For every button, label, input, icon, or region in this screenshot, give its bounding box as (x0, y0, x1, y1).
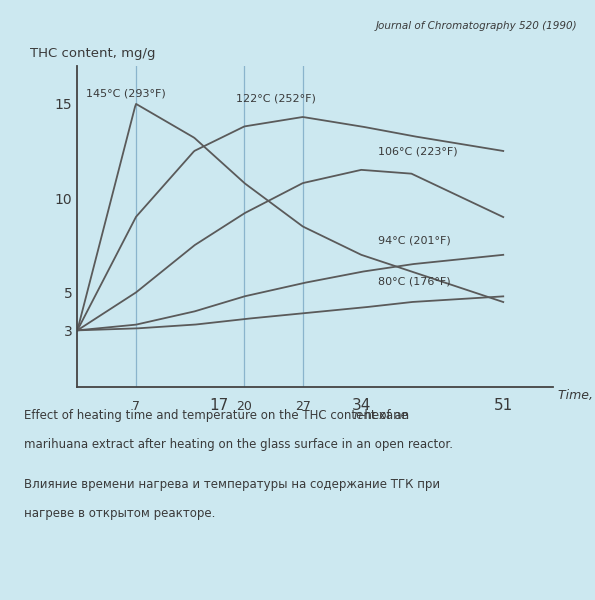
Text: THC content, mg/g: THC content, mg/g (30, 47, 155, 59)
Text: Time, min: Time, min (558, 389, 595, 401)
Text: 80°C (176°F): 80°C (176°F) (378, 277, 450, 287)
Text: 145°C (293°F): 145°C (293°F) (86, 88, 165, 98)
Text: 20: 20 (236, 400, 252, 413)
Text: marihuana extract after heating on the glass surface in an open reactor.: marihuana extract after heating on the g… (24, 438, 453, 451)
Text: 27: 27 (295, 400, 311, 413)
Text: 106°C (223°F): 106°C (223°F) (378, 146, 458, 157)
Text: Влияние времени нагрева и температуры на содержание ТГК при: Влияние времени нагрева и температуры на… (24, 478, 440, 491)
Text: Journal of Chromatography 520 (1990): Journal of Chromatography 520 (1990) (375, 21, 577, 31)
Text: 122°C (252°F): 122°C (252°F) (236, 94, 316, 104)
Text: -hexane: -hexane (360, 409, 408, 422)
Text: 7: 7 (132, 400, 140, 413)
Text: 94°C (201°F): 94°C (201°F) (378, 235, 451, 245)
Text: нагреве в открытом реакторе.: нагреве в открытом реакторе. (24, 507, 215, 520)
Text: n: n (354, 409, 362, 422)
Text: Effect of heating time and temperature on the THC content of an: Effect of heating time and temperature o… (24, 409, 413, 422)
